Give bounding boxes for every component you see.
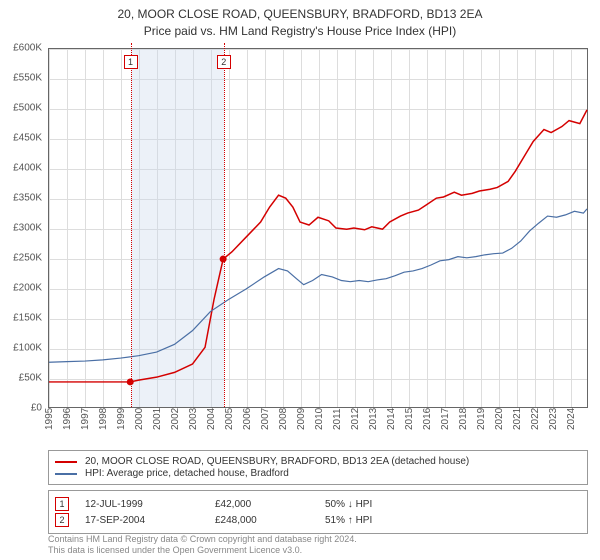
y-tick-label: £550K	[13, 73, 42, 84]
marker-line	[224, 43, 225, 407]
x-tick-label: 2006	[242, 400, 253, 430]
legend-row: HPI: Average price, detached house, Brad…	[55, 468, 581, 479]
x-tick-label: 2008	[278, 400, 289, 430]
chart-title: 20, MOOR CLOSE ROAD, QUEENSBURY, BRADFOR…	[0, 0, 600, 40]
transaction-date: 17-SEP-2004	[85, 515, 205, 526]
legend-swatch	[55, 461, 77, 463]
transaction-date: 12-JUL-1999	[85, 499, 205, 510]
legend-swatch	[55, 473, 77, 475]
y-tick-label: £600K	[13, 43, 42, 54]
transaction-price: £42,000	[215, 499, 315, 510]
x-tick-label: 1999	[116, 400, 127, 430]
transaction-price: £248,000	[215, 515, 315, 526]
y-tick-label: £200K	[13, 283, 42, 294]
marker-label: 2	[217, 55, 231, 69]
y-tick-label: £500K	[13, 103, 42, 114]
y-axis: £0£50K£100K£150K£200K£250K£300K£350K£400…	[0, 48, 46, 408]
x-tick-label: 2014	[386, 400, 397, 430]
x-tick-label: 1998	[98, 400, 109, 430]
y-tick-label: £250K	[13, 253, 42, 264]
x-tick-label: 2015	[404, 400, 415, 430]
x-tick-label: 2009	[296, 400, 307, 430]
x-tick-label: 2004	[206, 400, 217, 430]
x-tick-label: 2005	[224, 400, 235, 430]
transaction-marker: 1	[55, 497, 69, 511]
copyright-line1: Contains HM Land Registry data © Crown c…	[48, 534, 588, 545]
transaction-diff: 51% ↑ HPI	[325, 515, 445, 526]
x-tick-label: 2003	[188, 400, 199, 430]
x-tick-label: 2024	[566, 400, 577, 430]
y-tick-label: £100K	[13, 343, 42, 354]
marker-label: 1	[124, 55, 138, 69]
x-tick-label: 2001	[152, 400, 163, 430]
x-tick-label: 2010	[314, 400, 325, 430]
plot-area: 12	[48, 48, 588, 408]
x-tick-label: 2017	[440, 400, 451, 430]
x-tick-label: 2021	[512, 400, 523, 430]
transaction-marker: 2	[55, 513, 69, 527]
copyright-line2: This data is licensed under the Open Gov…	[48, 545, 588, 556]
y-tick-label: £150K	[13, 313, 42, 324]
transaction-diff: 50% ↓ HPI	[325, 499, 445, 510]
legend: 20, MOOR CLOSE ROAD, QUEENSBURY, BRADFOR…	[48, 450, 588, 485]
x-tick-label: 1997	[80, 400, 91, 430]
title-line2: Price paid vs. HM Land Registry's House …	[0, 23, 600, 40]
title-line1: 20, MOOR CLOSE ROAD, QUEENSBURY, BRADFOR…	[0, 6, 600, 23]
x-tick-label: 2020	[494, 400, 505, 430]
y-tick-label: £400K	[13, 163, 42, 174]
x-tick-label: 2022	[530, 400, 541, 430]
x-tick-label: 2016	[422, 400, 433, 430]
y-tick-label: £0	[31, 403, 42, 414]
x-tick-label: 2011	[332, 400, 343, 430]
y-tick-label: £300K	[13, 223, 42, 234]
x-tick-label: 2012	[350, 400, 361, 430]
y-tick-label: £450K	[13, 133, 42, 144]
y-tick-label: £50K	[19, 373, 42, 384]
legend-label: 20, MOOR CLOSE ROAD, QUEENSBURY, BRADFOR…	[85, 456, 469, 467]
x-tick-label: 2002	[170, 400, 181, 430]
copyright: Contains HM Land Registry data © Crown c…	[48, 534, 588, 557]
transaction-row: 1 12-JUL-1999 £42,000 50% ↓ HPI	[55, 497, 581, 511]
x-tick-label: 2000	[134, 400, 145, 430]
x-axis: 1995199619971998199920002001200220032004…	[48, 410, 588, 450]
legend-row: 20, MOOR CLOSE ROAD, QUEENSBURY, BRADFOR…	[55, 456, 581, 467]
legend-label: HPI: Average price, detached house, Brad…	[85, 468, 289, 479]
x-tick-label: 1996	[62, 400, 73, 430]
x-tick-label: 2023	[548, 400, 559, 430]
x-tick-label: 2013	[368, 400, 379, 430]
x-tick-label: 1995	[44, 400, 55, 430]
transaction-row: 2 17-SEP-2004 £248,000 51% ↑ HPI	[55, 513, 581, 527]
x-tick-label: 2007	[260, 400, 271, 430]
x-tick-label: 2018	[458, 400, 469, 430]
chart-container: 20, MOOR CLOSE ROAD, QUEENSBURY, BRADFOR…	[0, 0, 600, 560]
marker-line	[131, 43, 132, 407]
x-tick-label: 2019	[476, 400, 487, 430]
y-tick-label: £350K	[13, 193, 42, 204]
transactions-box: 1 12-JUL-1999 £42,000 50% ↓ HPI 2 17-SEP-2004…	[48, 490, 588, 534]
